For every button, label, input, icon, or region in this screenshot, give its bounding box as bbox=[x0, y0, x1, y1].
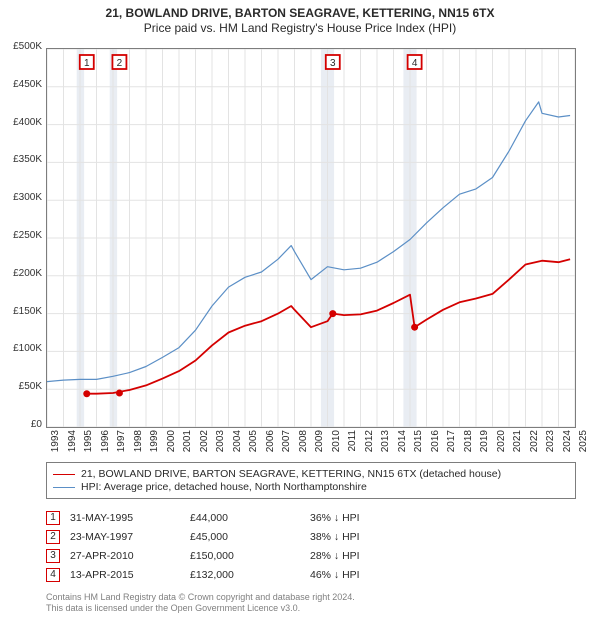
y-tick-label: £500K bbox=[2, 41, 42, 52]
sales-row: 3 27-APR-2010 £150,000 28% ↓ HPI bbox=[46, 549, 576, 563]
sales-row: 4 13-APR-2015 £132,000 46% ↓ HPI bbox=[46, 568, 576, 582]
chart: 1234 £0£50K£100K£150K£200K£250K£300K£350… bbox=[46, 48, 576, 428]
sales-row: 2 23-MAY-1997 £45,000 38% ↓ HPI bbox=[46, 530, 576, 544]
footer-line-2: This data is licensed under the Open Gov… bbox=[46, 603, 355, 614]
x-tick-label: 2002 bbox=[199, 430, 210, 456]
x-tick-label: 2011 bbox=[347, 430, 358, 456]
x-tick-label: 1996 bbox=[100, 430, 111, 456]
x-tick-label: 2007 bbox=[281, 430, 292, 456]
svg-text:4: 4 bbox=[412, 58, 418, 69]
x-tick-label: 2000 bbox=[166, 430, 177, 456]
x-tick-label: 2013 bbox=[380, 430, 391, 456]
legend-row-hpi: HPI: Average price, detached house, Nort… bbox=[53, 481, 569, 493]
sale-price: £45,000 bbox=[190, 531, 300, 543]
sale-marker: 3 bbox=[46, 549, 60, 563]
sale-marker: 1 bbox=[46, 511, 60, 525]
x-tick-label: 1997 bbox=[116, 430, 127, 456]
legend-label-subject: 21, BOWLAND DRIVE, BARTON SEAGRAVE, KETT… bbox=[81, 468, 501, 480]
sale-pct: 36% ↓ HPI bbox=[310, 512, 450, 524]
sale-date: 27-APR-2010 bbox=[70, 550, 180, 562]
sale-marker: 2 bbox=[46, 530, 60, 544]
x-tick-label: 1994 bbox=[67, 430, 78, 456]
x-tick-label: 1995 bbox=[83, 430, 94, 456]
legend-swatch-hpi bbox=[53, 487, 75, 488]
x-tick-label: 2010 bbox=[331, 430, 342, 456]
y-axis-labels: £0 £50K £100K £150K £200K £250K £300K £350K £400… bbox=[2, 41, 42, 435]
svg-text:1: 1 bbox=[84, 58, 90, 69]
sales-row: 1 31-MAY-1995 £44,000 36% ↓ HPI bbox=[46, 511, 576, 525]
y-tick-label: £150K bbox=[2, 306, 42, 317]
footer-line-1: Contains HM Land Registry data © Crown c… bbox=[46, 592, 355, 603]
x-tick-label: 2015 bbox=[413, 430, 424, 456]
svg-text:3: 3 bbox=[330, 58, 336, 69]
sale-pct: 28% ↓ HPI bbox=[310, 550, 450, 562]
chart-title-block: 21, BOWLAND DRIVE, BARTON SEAGRAVE, KETT… bbox=[0, 0, 600, 36]
sale-date: 23-MAY-1997 bbox=[70, 531, 180, 543]
sale-price: £132,000 bbox=[190, 569, 300, 581]
x-tick-label: 2023 bbox=[545, 430, 556, 456]
x-tick-label: 2020 bbox=[496, 430, 507, 456]
footer: Contains HM Land Registry data © Crown c… bbox=[46, 592, 355, 615]
sales-table: 1 31-MAY-1995 £44,000 36% ↓ HPI 2 23-MAY-1997… bbox=[46, 506, 576, 587]
x-tick-label: 1998 bbox=[133, 430, 144, 456]
sale-pct: 38% ↓ HPI bbox=[310, 531, 450, 543]
sale-price: £150,000 bbox=[190, 550, 300, 562]
x-tick-label: 2004 bbox=[232, 430, 243, 456]
sale-marker: 4 bbox=[46, 568, 60, 582]
x-tick-label: 2006 bbox=[265, 430, 276, 456]
y-tick-label: £100K bbox=[2, 343, 42, 354]
y-tick-label: £200K bbox=[2, 268, 42, 279]
y-tick-label: £350K bbox=[2, 154, 42, 165]
x-tick-label: 2001 bbox=[182, 430, 193, 456]
legend: 21, BOWLAND DRIVE, BARTON SEAGRAVE, KETT… bbox=[46, 462, 576, 499]
x-tick-label: 2009 bbox=[314, 430, 325, 456]
y-tick-label: £300K bbox=[2, 192, 42, 203]
y-tick-label: £400K bbox=[2, 117, 42, 128]
x-tick-label: 2008 bbox=[298, 430, 309, 456]
legend-row-subject: 21, BOWLAND DRIVE, BARTON SEAGRAVE, KETT… bbox=[53, 468, 569, 480]
x-tick-label: 2003 bbox=[215, 430, 226, 456]
y-tick-label: £50K bbox=[2, 381, 42, 392]
title-main: 21, BOWLAND DRIVE, BARTON SEAGRAVE, KETT… bbox=[0, 6, 600, 21]
x-axis-labels: 1993 1994 1995 1996 1997 1998 1999 2000 2001 2002… bbox=[46, 430, 576, 454]
x-tick-label: 2019 bbox=[479, 430, 490, 456]
sale-price: £44,000 bbox=[190, 512, 300, 524]
x-tick-label: 2016 bbox=[430, 430, 441, 456]
x-tick-label: 2024 bbox=[562, 430, 573, 456]
y-tick-label: £0 bbox=[2, 419, 42, 430]
sale-pct: 46% ↓ HPI bbox=[310, 569, 450, 581]
x-tick-label: 2005 bbox=[248, 430, 259, 456]
x-tick-label: 2021 bbox=[512, 430, 523, 456]
sale-date: 13-APR-2015 bbox=[70, 569, 180, 581]
legend-swatch-subject bbox=[53, 474, 75, 475]
x-tick-label: 2012 bbox=[364, 430, 375, 456]
svg-text:2: 2 bbox=[117, 58, 123, 69]
x-tick-label: 1993 bbox=[50, 430, 61, 456]
y-tick-label: £250K bbox=[2, 230, 42, 241]
x-tick-label: 1999 bbox=[149, 430, 160, 456]
x-tick-label: 2017 bbox=[446, 430, 457, 456]
x-tick-label: 2014 bbox=[397, 430, 408, 456]
x-tick-label: 2018 bbox=[463, 430, 474, 456]
sale-date: 31-MAY-1995 bbox=[70, 512, 180, 524]
title-sub: Price paid vs. HM Land Registry's House … bbox=[0, 21, 600, 36]
plot-area: 1 2 3 4 bbox=[46, 48, 576, 428]
x-tick-label: 2025 bbox=[578, 430, 589, 456]
x-tick-label: 2022 bbox=[529, 430, 540, 456]
y-tick-label: £450K bbox=[2, 79, 42, 90]
legend-label-hpi: HPI: Average price, detached house, Nort… bbox=[81, 481, 367, 493]
